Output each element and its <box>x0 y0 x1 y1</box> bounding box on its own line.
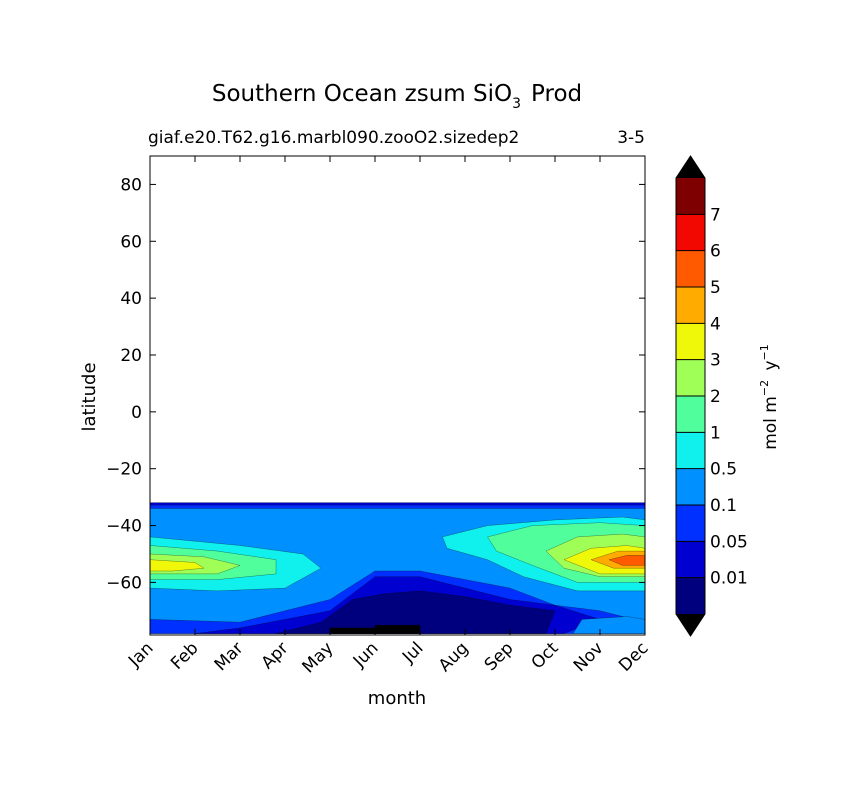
colorbar-tick-label: 3 <box>710 351 721 371</box>
x-tick-label: Sep <box>481 638 518 675</box>
colorbar-tick-label: 2 <box>710 387 721 407</box>
colorbar: 0.01 0.05 0.1 0.5 1 2 3 4 5 6 7 <box>675 155 748 637</box>
colorbar-tick-label: 5 <box>710 278 721 298</box>
colorbar-segment <box>676 250 705 287</box>
colorbar-tick-label: 4 <box>710 314 721 334</box>
y-axis-label: latitude <box>79 362 100 431</box>
contour-region-16 <box>572 616 645 634</box>
x-tick-label: Jan <box>124 638 157 671</box>
contour-regions <box>150 502 645 634</box>
colorbar-segment <box>676 178 705 215</box>
chart-subtitle-left: giaf.e20.T62.g16.marbl090.zooO2.sizedep2 <box>148 128 519 148</box>
colorbar-outline <box>675 155 706 637</box>
colorbar-extend-under <box>676 614 705 636</box>
colorbar-segment <box>676 287 705 324</box>
y-tick-label: 40 <box>120 289 142 309</box>
contour-region-9 <box>150 559 205 572</box>
colorbar-tick-label: 6 <box>710 242 721 262</box>
chart-title-main: Southern Ocean zsum SiO <box>212 81 512 107</box>
x-tick-label: Apr <box>258 638 293 673</box>
colorbar-tick-label: 0.05 <box>710 532 748 552</box>
y-tick-label: −60 <box>106 573 142 593</box>
chart-subtitle-right: 3-5 <box>617 128 645 148</box>
colorbar-label-sup1: −2 <box>758 380 771 396</box>
contour-region-5 <box>150 502 645 506</box>
y-tick-label: 60 <box>120 232 142 252</box>
contour-region-15 <box>608 555 645 566</box>
colorbar-extend-over <box>676 156 705 178</box>
colorbar-segment <box>676 396 705 433</box>
colorbar-segment <box>676 468 705 505</box>
x-tick-label: Oct <box>528 638 563 673</box>
colorbar-tick-label: 0.01 <box>710 569 748 589</box>
y-tick-label: 80 <box>120 175 142 195</box>
x-tick-label: May <box>299 638 338 677</box>
x-tick-label: Aug <box>435 638 473 676</box>
x-tick-label: Feb <box>167 638 202 673</box>
colorbar-segment <box>676 577 705 614</box>
colorbar-segment <box>676 323 705 360</box>
y-tick-label: −40 <box>106 517 142 537</box>
colorbar-tick-label: 0.1 <box>710 496 737 516</box>
colorbar-segment <box>676 214 705 251</box>
x-tick-label: Jul <box>398 638 427 667</box>
colorbar-segment <box>676 541 705 578</box>
y-tick-label: 0 <box>131 403 142 423</box>
y-axis-ticks: 80 60 40 20 0 −20 −40 −60 <box>106 175 645 593</box>
contour-region-3 <box>275 590 556 634</box>
chart-title: Southern Ocean zsum SiO3 Prod <box>212 81 582 112</box>
colorbar-label-unit: mol m <box>761 396 781 450</box>
colorbar-segment <box>676 432 705 469</box>
chart-title-suffix: Prod <box>531 81 582 107</box>
plot-frame <box>149 155 646 636</box>
colorbar-label: mol m−2 y−1 <box>758 344 781 450</box>
colorbar-label-sup2: −1 <box>758 344 771 360</box>
x-tick-label: Mar <box>211 638 248 675</box>
colorbar-tick-label: 7 <box>710 205 721 225</box>
colorbar-label-mid: y <box>761 360 781 375</box>
colorbar-segment <box>676 505 705 542</box>
x-axis-label: month <box>368 688 426 709</box>
x-tick-label: Jun <box>349 638 383 672</box>
chart-title-subscript: 3 <box>512 96 521 112</box>
colorbar-tick-label: 0.5 <box>710 460 737 480</box>
x-tick-label: Nov <box>570 638 608 676</box>
y-tick-label: 20 <box>120 346 142 366</box>
colorbar-segment <box>676 359 705 396</box>
colorbar-tick-label: 1 <box>710 423 721 443</box>
x-tick-label: Dec <box>615 638 652 675</box>
y-tick-label: −20 <box>106 460 142 480</box>
